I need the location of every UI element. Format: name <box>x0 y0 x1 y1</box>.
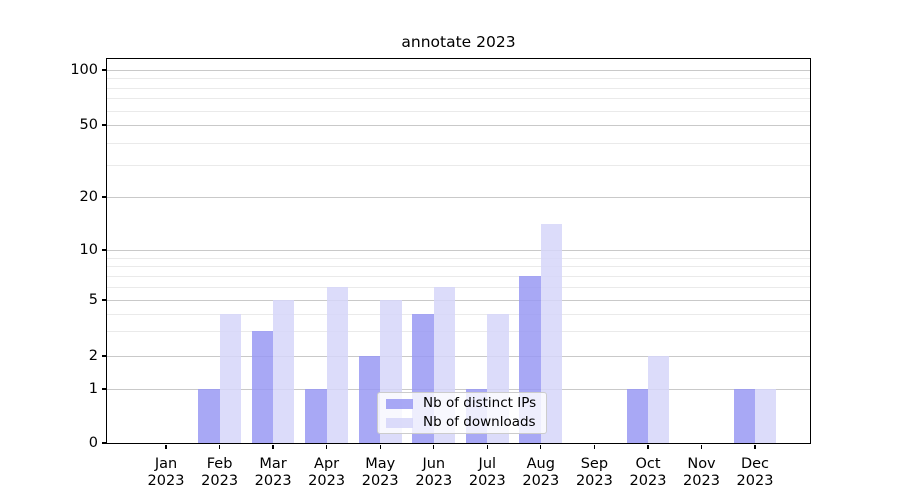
y-tick-mark <box>101 442 106 444</box>
y-tick-label: 10 <box>79 242 98 258</box>
x-tick-label: Oct 2023 <box>629 456 667 489</box>
x-tick-mark <box>379 444 381 449</box>
x-tick-label: Mar 2023 <box>254 456 292 489</box>
plot-area <box>106 58 811 444</box>
y-tick-mark <box>101 249 106 251</box>
x-tick-label: Nov 2023 <box>683 456 720 489</box>
y-tick-label: 0 <box>88 435 98 451</box>
x-tick-mark <box>433 444 435 449</box>
bar-downloads-dec <box>755 389 777 444</box>
bar-distinct-ips-may <box>358 356 381 444</box>
x-tick-mark <box>647 444 649 449</box>
x-tick-label: Feb 2023 <box>201 456 239 489</box>
legend-swatch-distinct-ips-icon <box>386 398 413 409</box>
x-tick-label: May 2023 <box>361 456 399 489</box>
legend-swatch-downloads-icon <box>386 417 413 428</box>
y-tick-label: 2 <box>88 348 98 364</box>
y-gridline-major <box>107 70 810 71</box>
x-tick-label: Jan 2023 <box>147 456 185 489</box>
y-tick-label: 1 <box>88 381 98 397</box>
x-tick-mark <box>700 444 703 449</box>
y-gridline-minor <box>107 257 810 259</box>
y-tick-label: 100 <box>70 62 98 78</box>
y-gridline-minor <box>107 165 810 167</box>
legend-item-downloads: Nb of downloads <box>386 415 538 430</box>
x-tick-mark <box>272 444 274 449</box>
x-tick-label: Jun 2023 <box>415 456 453 489</box>
y-tick-mark <box>101 124 106 126</box>
y-gridline-major <box>107 197 810 198</box>
y-gridline-minor <box>107 266 810 268</box>
y-tick-mark <box>101 196 106 198</box>
y-tick-mark <box>101 355 106 357</box>
y-gridline-minor <box>107 110 810 112</box>
chart-title: annotate 2023 <box>401 33 516 51</box>
y-tick-label: 20 <box>79 189 98 205</box>
bar-distinct-ips-dec <box>733 389 755 444</box>
y-gridline-major <box>107 300 810 301</box>
bar-distinct-ips-apr <box>305 389 327 444</box>
y-tick-mark <box>101 69 106 71</box>
y-gridline-major <box>107 125 810 126</box>
y-gridline-minor <box>107 87 810 89</box>
y-gridline-major <box>107 250 810 251</box>
bar-downloads-feb <box>219 313 241 444</box>
x-tick-label: Aug 2023 <box>522 456 560 489</box>
x-tick-mark <box>218 444 221 449</box>
x-tick-mark <box>754 444 756 449</box>
y-gridline-minor <box>107 142 810 144</box>
y-gridline-minor <box>107 275 810 277</box>
bar-distinct-ips-oct <box>626 389 648 444</box>
legend: Nb of distinct IPs Nb of downloads <box>377 392 547 434</box>
x-tick-mark <box>325 444 328 449</box>
x-tick-mark <box>540 444 542 449</box>
bar-downloads-aug <box>540 224 563 444</box>
y-gridline-minor <box>107 78 810 80</box>
bar-distinct-ips-feb <box>198 389 220 444</box>
y-gridline-major <box>107 356 810 357</box>
y-gridline-minor <box>107 98 810 100</box>
y-tick-label: 50 <box>79 117 98 133</box>
legend-item-distinct-ips: Nb of distinct IPs <box>386 396 538 411</box>
y-gridline-minor <box>107 313 810 315</box>
legend-label-downloads: Nb of downloads <box>423 414 536 430</box>
y-gridline-major <box>107 389 810 390</box>
y-tick-mark <box>101 299 106 301</box>
x-tick-mark <box>593 444 596 449</box>
y-tick-mark <box>101 388 106 390</box>
legend-label-distinct-ips: Nb of distinct IPs <box>423 395 537 411</box>
bar-downloads-apr <box>326 286 348 444</box>
y-gridline-minor <box>107 331 810 333</box>
y-tick-label: 5 <box>88 292 98 308</box>
bar-downloads-mar <box>273 300 295 444</box>
x-tick-label: Jul 2023 <box>468 456 506 489</box>
bar-distinct-ips-mar <box>251 331 274 444</box>
x-tick-mark <box>486 444 488 449</box>
x-tick-label: Sep 2023 <box>575 456 613 489</box>
bar-downloads-oct <box>648 356 670 444</box>
x-tick-label: Dec 2023 <box>736 456 774 489</box>
x-tick-mark <box>165 444 167 449</box>
x-tick-label: Apr 2023 <box>308 456 346 489</box>
y-gridline-minor <box>107 286 810 288</box>
